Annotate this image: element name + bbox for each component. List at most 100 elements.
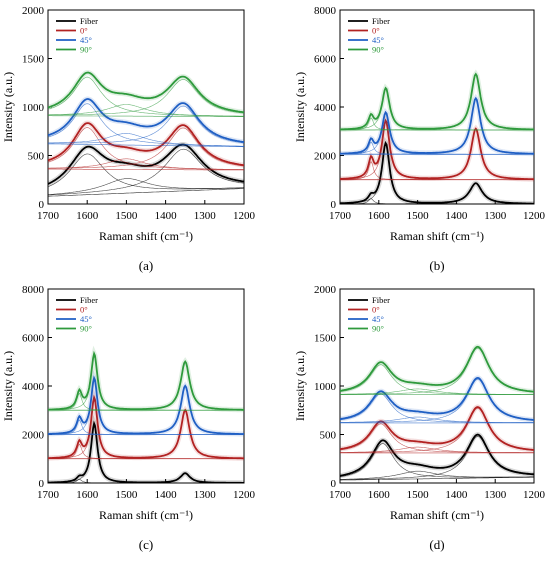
y-tick-label: 500 bbox=[320, 430, 337, 442]
series-spectrum bbox=[340, 69, 534, 132]
y-tick-label: 2000 bbox=[22, 5, 45, 17]
x-tick-label: 1500 bbox=[407, 489, 430, 501]
y-tick-label: 500 bbox=[28, 151, 45, 163]
component-peak bbox=[340, 470, 534, 480]
series-line bbox=[340, 345, 534, 393]
x-tick-label: 1700 bbox=[329, 210, 352, 222]
legend-label: 90° bbox=[372, 45, 384, 55]
component-peak bbox=[340, 416, 534, 423]
y-tick-label: 0 bbox=[39, 478, 45, 490]
series-line bbox=[48, 394, 244, 460]
x-tick-label: 1400 bbox=[445, 210, 468, 222]
legend-label: 45° bbox=[80, 35, 92, 45]
series-line bbox=[340, 72, 534, 131]
x-tick-label: 1200 bbox=[233, 489, 256, 501]
x-tick-label: 1300 bbox=[194, 489, 217, 501]
legend-label: 45° bbox=[80, 314, 92, 324]
x-tick-label: 1300 bbox=[194, 210, 217, 222]
component-peak bbox=[340, 446, 534, 454]
x-tick-label: 1300 bbox=[484, 489, 507, 501]
legend-label: 90° bbox=[80, 45, 92, 55]
legend-label: Fiber bbox=[80, 16, 98, 26]
y-axis-label: Intensity (a.u.) bbox=[1, 72, 15, 142]
chart-panel: 1700 1600 1500 1400 1300 1200 0 2000 4000 6000 800… bbox=[1, 284, 256, 552]
legend-label: Fiber bbox=[372, 16, 390, 26]
component-peak bbox=[48, 479, 244, 483]
y-tick-label: 2000 bbox=[314, 151, 337, 163]
component-peak bbox=[48, 105, 244, 144]
chart-panel: 1700 1600 1500 1400 1300 1200 0 500 1000 1500 2000… bbox=[1, 5, 256, 273]
y-axis-label: Intensity (a.u.) bbox=[1, 351, 15, 421]
y-tick-label: 8000 bbox=[22, 284, 45, 296]
legend-label: 45° bbox=[372, 35, 384, 45]
legend-label: 0° bbox=[372, 26, 380, 36]
y-tick-label: 8000 bbox=[314, 5, 337, 17]
x-tick-label: 1400 bbox=[445, 489, 468, 501]
x-axis-label: Raman shift (cm⁻¹) bbox=[390, 229, 484, 243]
y-tick-label: 4000 bbox=[314, 102, 337, 114]
series-baseline bbox=[48, 168, 244, 171]
component-peak bbox=[48, 133, 244, 147]
series-line bbox=[48, 98, 244, 143]
x-tick-label: 1400 bbox=[155, 210, 178, 222]
legend-label: 45° bbox=[372, 314, 384, 324]
legend-label: 0° bbox=[80, 305, 88, 315]
component-peak bbox=[48, 79, 244, 116]
y-tick-label: 1000 bbox=[314, 381, 337, 393]
series-line bbox=[48, 420, 244, 483]
plot-area bbox=[48, 69, 244, 197]
plot-area bbox=[340, 344, 534, 481]
component-peak bbox=[48, 361, 244, 411]
plot-frame bbox=[47, 288, 245, 484]
legend-label: Fiber bbox=[372, 295, 390, 305]
x-tick-label: 1700 bbox=[329, 489, 352, 501]
legend-label: 90° bbox=[80, 324, 92, 334]
legend-label: 0° bbox=[372, 305, 380, 315]
series-line bbox=[340, 118, 534, 181]
series-line bbox=[48, 122, 244, 167]
panel-label: (b) bbox=[429, 258, 444, 273]
y-tick-label: 0 bbox=[39, 199, 45, 211]
x-axis-label: Raman shift (cm⁻¹) bbox=[99, 229, 193, 243]
chart-panel: 1700 1600 1500 1400 1300 1200 0 2000 4000 6000 800… bbox=[293, 5, 546, 273]
chart-panel: 1700 1600 1500 1400 1300 1200 0 500 1000 1500 2000… bbox=[293, 284, 546, 552]
y-tick-label: 6000 bbox=[22, 333, 45, 345]
x-tick-label: 1600 bbox=[76, 210, 99, 222]
series-baseline bbox=[48, 115, 244, 117]
x-tick-label: 1400 bbox=[155, 489, 178, 501]
x-tick-label: 1500 bbox=[407, 210, 430, 222]
plot-area bbox=[48, 345, 244, 483]
x-tick-label: 1700 bbox=[37, 210, 60, 222]
x-tick-label: 1600 bbox=[76, 489, 99, 501]
x-axis-label: Raman shift (cm⁻¹) bbox=[99, 508, 193, 522]
x-tick-label: 1200 bbox=[523, 210, 546, 222]
component-peak bbox=[340, 388, 534, 395]
component-peak bbox=[48, 104, 244, 117]
y-axis-label: Intensity (a.u.) bbox=[293, 72, 307, 142]
series-baseline bbox=[48, 143, 244, 148]
x-tick-label: 1500 bbox=[115, 489, 138, 501]
y-tick-label: 0 bbox=[331, 199, 337, 211]
x-tick-label: 1600 bbox=[368, 489, 391, 501]
y-tick-label: 1500 bbox=[22, 54, 45, 66]
y-tick-label: 0 bbox=[331, 478, 337, 490]
series-line bbox=[340, 433, 534, 477]
legend-label: Fiber bbox=[80, 295, 98, 305]
series-baseline bbox=[48, 188, 244, 197]
y-tick-label: 1000 bbox=[22, 102, 45, 114]
series-line bbox=[48, 375, 244, 435]
series-line bbox=[340, 406, 534, 451]
plot-area bbox=[340, 69, 534, 204]
y-tick-label: 2000 bbox=[314, 284, 337, 296]
panel-label: (a) bbox=[139, 258, 153, 273]
component-peak bbox=[340, 198, 534, 204]
series-line bbox=[340, 376, 534, 421]
series-line bbox=[48, 350, 244, 411]
component-peak bbox=[48, 158, 244, 170]
series-line bbox=[340, 140, 534, 204]
